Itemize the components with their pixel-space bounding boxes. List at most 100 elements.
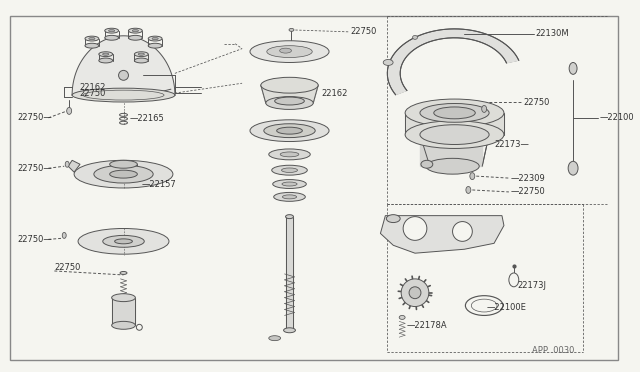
Ellipse shape bbox=[89, 38, 95, 40]
Ellipse shape bbox=[134, 52, 148, 57]
Bar bbox=[285, 217, 294, 330]
Text: 22162: 22162 bbox=[321, 89, 348, 97]
Polygon shape bbox=[72, 36, 175, 95]
Ellipse shape bbox=[85, 36, 99, 41]
Ellipse shape bbox=[129, 35, 142, 40]
Ellipse shape bbox=[109, 29, 115, 32]
Text: 22130M: 22130M bbox=[536, 29, 569, 38]
Ellipse shape bbox=[470, 173, 475, 180]
Ellipse shape bbox=[405, 99, 504, 127]
Ellipse shape bbox=[284, 328, 296, 333]
Ellipse shape bbox=[289, 28, 294, 31]
Text: —22100: —22100 bbox=[600, 113, 634, 122]
Ellipse shape bbox=[272, 165, 307, 175]
Ellipse shape bbox=[405, 121, 504, 148]
Ellipse shape bbox=[152, 38, 158, 40]
Ellipse shape bbox=[120, 272, 127, 275]
Circle shape bbox=[401, 279, 429, 307]
Ellipse shape bbox=[276, 127, 302, 134]
Ellipse shape bbox=[466, 186, 471, 193]
Polygon shape bbox=[380, 216, 504, 253]
Circle shape bbox=[409, 287, 421, 299]
Text: 22162: 22162 bbox=[79, 83, 106, 92]
Ellipse shape bbox=[111, 321, 136, 329]
Ellipse shape bbox=[102, 53, 109, 55]
Text: 22173J: 22173J bbox=[518, 281, 547, 290]
Ellipse shape bbox=[78, 228, 169, 254]
Ellipse shape bbox=[67, 108, 72, 114]
Ellipse shape bbox=[421, 160, 433, 168]
Ellipse shape bbox=[62, 232, 66, 238]
Circle shape bbox=[118, 70, 129, 80]
Ellipse shape bbox=[85, 43, 99, 48]
Text: —22309: —22309 bbox=[511, 174, 545, 183]
Ellipse shape bbox=[280, 152, 299, 157]
Ellipse shape bbox=[266, 97, 313, 109]
Ellipse shape bbox=[250, 41, 329, 62]
Text: 22750: 22750 bbox=[54, 263, 81, 272]
Circle shape bbox=[403, 217, 427, 240]
Text: —22157: —22157 bbox=[141, 180, 176, 189]
Ellipse shape bbox=[285, 215, 294, 219]
Bar bbox=[420, 135, 482, 166]
Ellipse shape bbox=[413, 35, 417, 39]
Ellipse shape bbox=[129, 28, 142, 33]
Text: 22750: 22750 bbox=[351, 28, 377, 36]
Polygon shape bbox=[261, 85, 318, 103]
Ellipse shape bbox=[72, 88, 175, 102]
Ellipse shape bbox=[109, 160, 138, 168]
Ellipse shape bbox=[109, 170, 138, 178]
Text: 22750—: 22750— bbox=[18, 235, 52, 244]
Ellipse shape bbox=[420, 125, 489, 144]
Ellipse shape bbox=[569, 62, 577, 74]
Ellipse shape bbox=[282, 195, 296, 199]
Text: 22173—: 22173— bbox=[494, 140, 529, 149]
Text: —22750: —22750 bbox=[511, 187, 545, 196]
Ellipse shape bbox=[250, 120, 329, 141]
Ellipse shape bbox=[383, 60, 393, 65]
Text: 22750: 22750 bbox=[79, 89, 106, 97]
Ellipse shape bbox=[115, 239, 132, 244]
Ellipse shape bbox=[111, 294, 136, 302]
Ellipse shape bbox=[65, 161, 69, 167]
Ellipse shape bbox=[426, 158, 479, 174]
Text: —22178A: —22178A bbox=[406, 321, 447, 330]
Ellipse shape bbox=[74, 160, 173, 188]
Ellipse shape bbox=[282, 168, 298, 172]
Ellipse shape bbox=[138, 53, 145, 55]
Circle shape bbox=[452, 222, 472, 241]
Ellipse shape bbox=[275, 97, 305, 105]
Ellipse shape bbox=[264, 124, 316, 138]
Ellipse shape bbox=[387, 215, 400, 222]
Ellipse shape bbox=[134, 58, 148, 63]
Bar bbox=[405, 113, 504, 135]
Text: —22100E: —22100E bbox=[486, 303, 526, 312]
Ellipse shape bbox=[269, 336, 280, 341]
Ellipse shape bbox=[132, 29, 138, 32]
Text: 22750—: 22750— bbox=[18, 164, 52, 173]
Ellipse shape bbox=[282, 182, 297, 186]
Text: 22750—: 22750— bbox=[18, 113, 52, 122]
Polygon shape bbox=[387, 29, 518, 94]
Ellipse shape bbox=[434, 107, 476, 119]
Text: APP  0030: APP 0030 bbox=[532, 346, 574, 355]
Bar bbox=[111, 298, 136, 326]
Ellipse shape bbox=[103, 235, 144, 247]
Polygon shape bbox=[68, 160, 80, 172]
Ellipse shape bbox=[105, 35, 118, 40]
Ellipse shape bbox=[274, 192, 305, 201]
Text: —22165: —22165 bbox=[129, 114, 164, 123]
Ellipse shape bbox=[99, 58, 113, 63]
Ellipse shape bbox=[267, 46, 312, 58]
Ellipse shape bbox=[269, 149, 310, 160]
Ellipse shape bbox=[261, 77, 318, 93]
Text: 22750: 22750 bbox=[524, 97, 550, 106]
Ellipse shape bbox=[105, 28, 118, 33]
Ellipse shape bbox=[280, 48, 291, 53]
Ellipse shape bbox=[94, 165, 153, 183]
Ellipse shape bbox=[399, 315, 405, 320]
Ellipse shape bbox=[273, 180, 307, 189]
Ellipse shape bbox=[482, 106, 486, 112]
Ellipse shape bbox=[420, 103, 489, 122]
Ellipse shape bbox=[99, 52, 113, 57]
